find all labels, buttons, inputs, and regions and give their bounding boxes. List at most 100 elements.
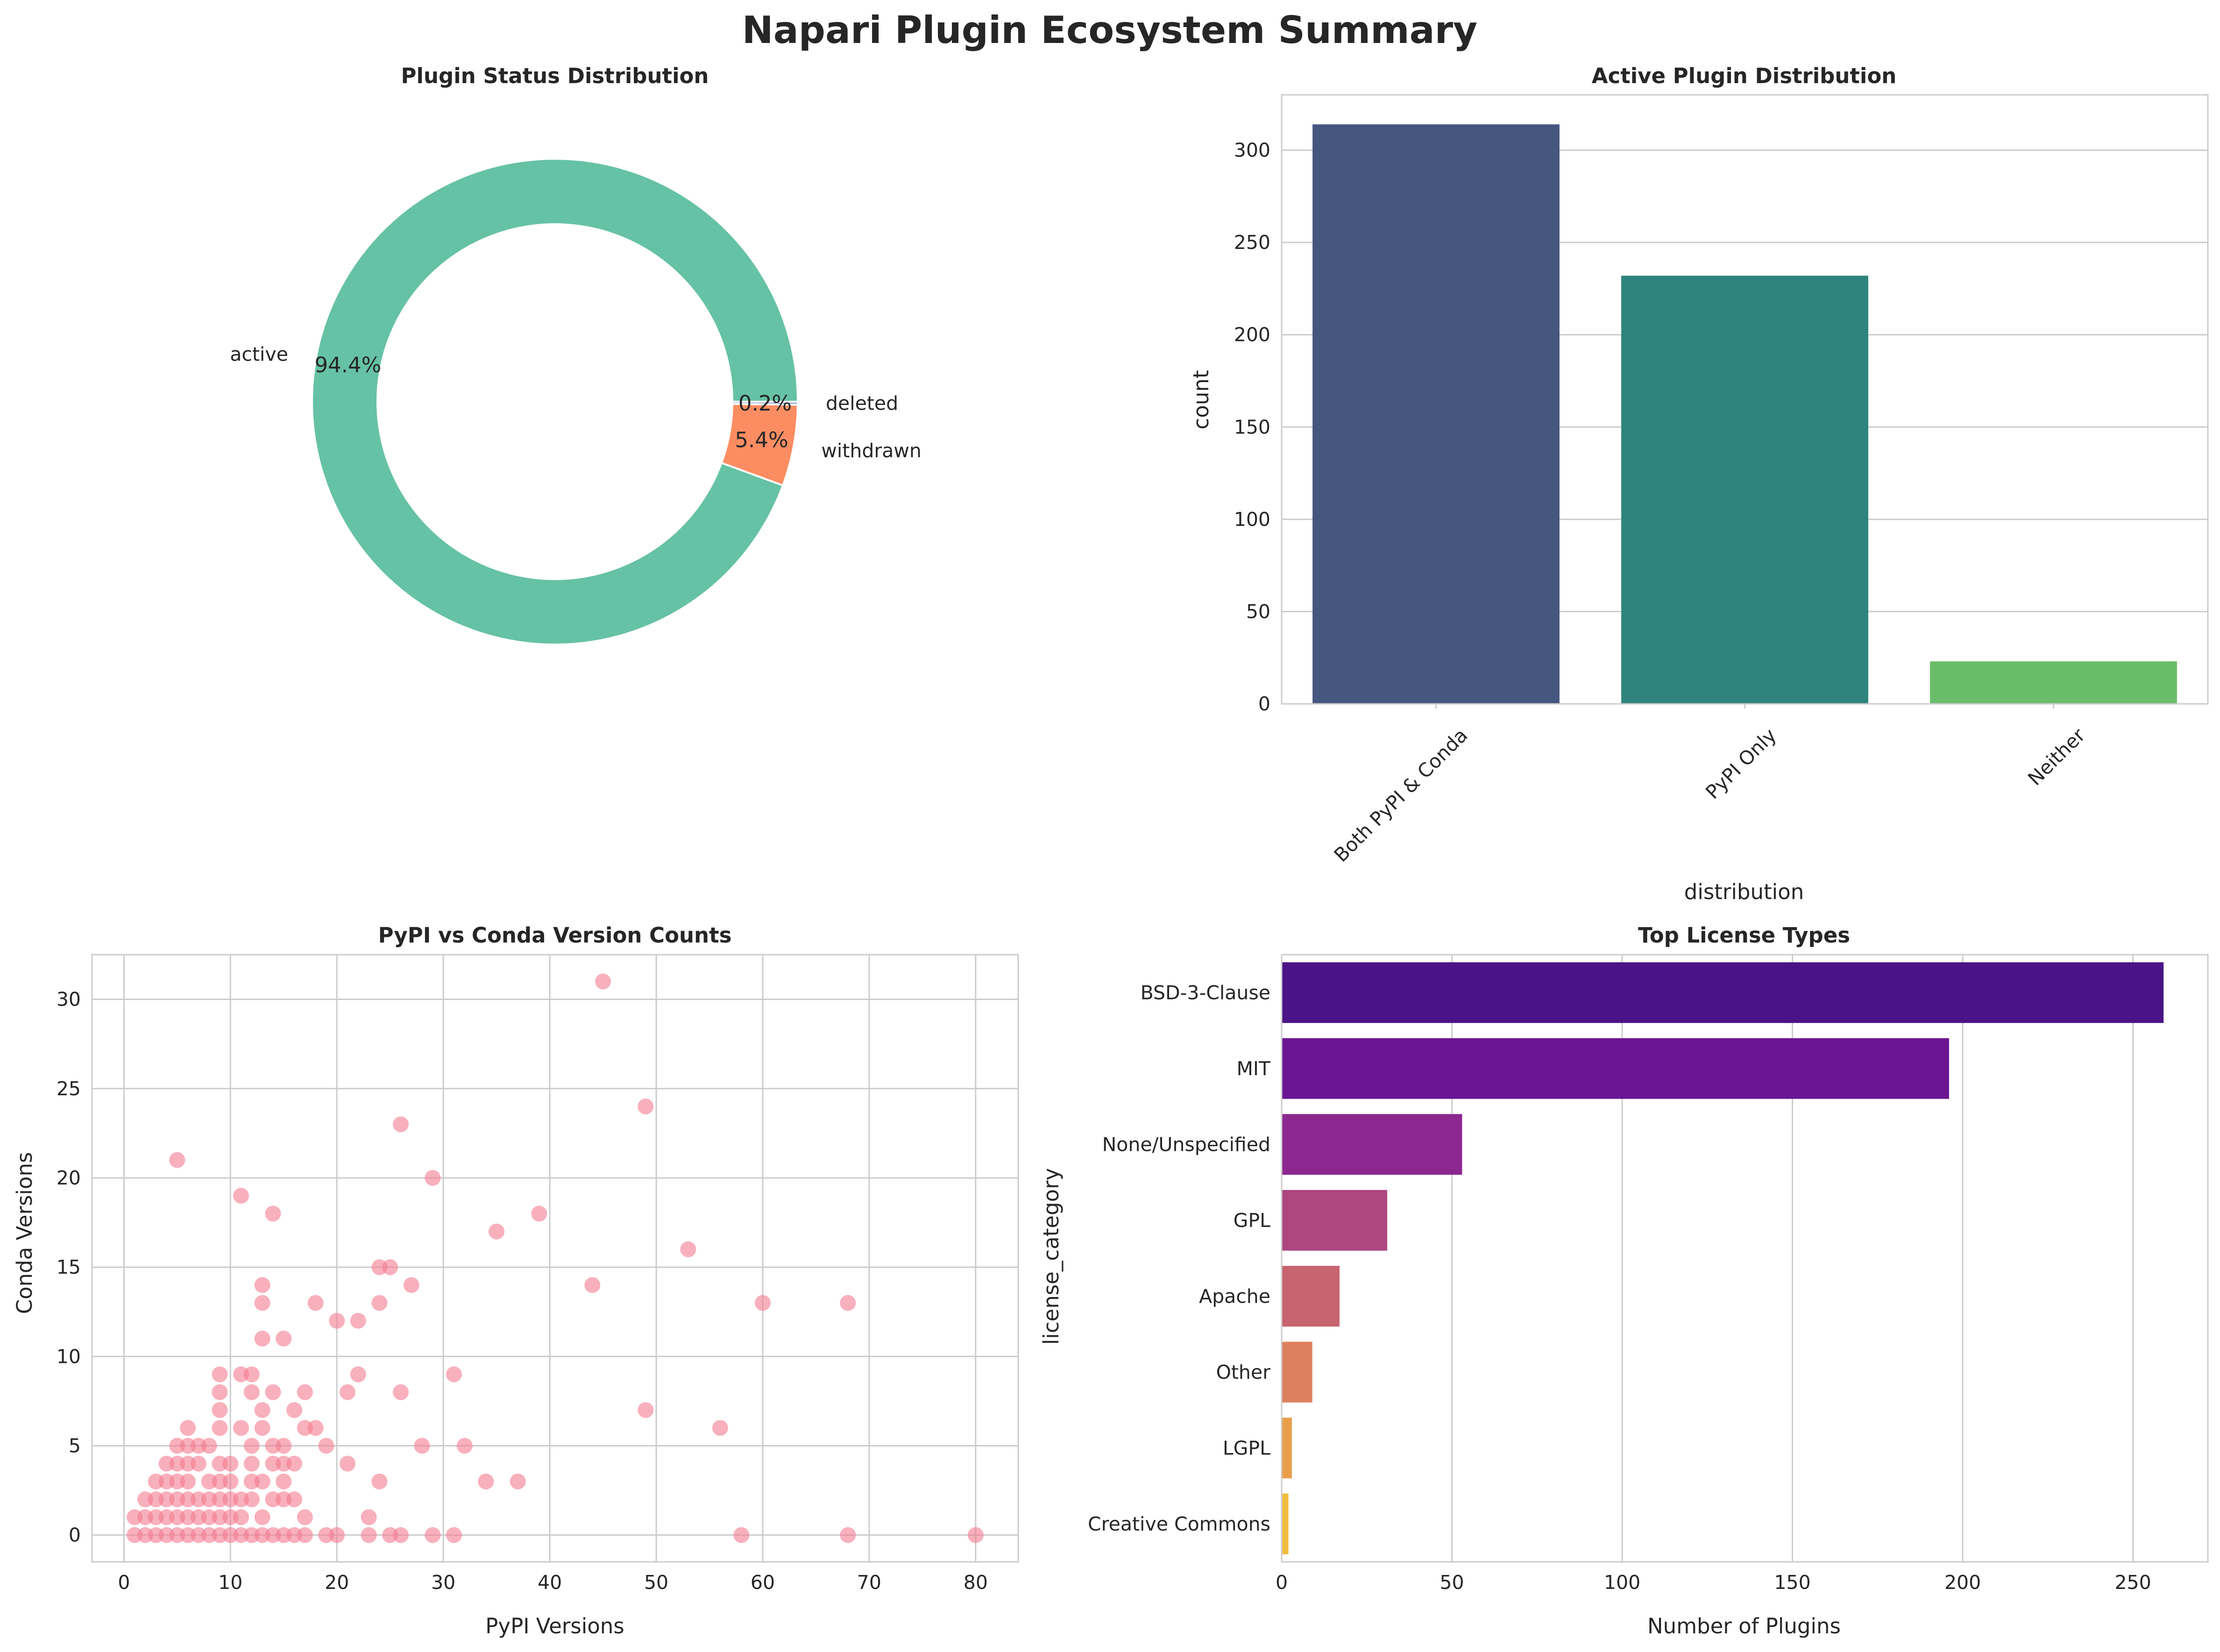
license-x-axis-label: Number of Plugins — [1647, 1614, 1841, 1638]
distribution-y-tick-label: 300 — [1234, 139, 1270, 162]
version-scatter-plot: PyPI vs Conda Version Counts PyPI Versio… — [12, 923, 1019, 1638]
scatter-point — [254, 1277, 270, 1293]
scatter-point — [212, 1420, 228, 1436]
distribution-chart-title: Active Plugin Distribution — [1592, 64, 1897, 88]
scatter-y-tick-label: 5 — [69, 1434, 81, 1457]
distribution-plot-frame — [1281, 94, 2209, 705]
donut-label-active: active — [230, 343, 288, 365]
scatter-point — [254, 1473, 270, 1489]
scatter-point — [446, 1527, 462, 1543]
scatter-point — [276, 1331, 292, 1347]
scatter-y-axis-label: Conda Versions — [12, 1152, 37, 1314]
scatter-point — [243, 1384, 260, 1400]
scatter-point — [286, 1491, 303, 1508]
scatter-point — [967, 1527, 984, 1543]
scatter-point — [286, 1455, 303, 1472]
scatter-point — [361, 1527, 377, 1543]
scatter-point — [489, 1223, 505, 1240]
scatter-point — [531, 1205, 547, 1222]
scatter-x-tick-label: 0 — [118, 1571, 130, 1594]
scatter-point — [393, 1116, 409, 1133]
scatter-y-tick-label: 20 — [57, 1167, 81, 1189]
distribution-bar — [1930, 661, 2177, 704]
license-bar — [1282, 1418, 1292, 1479]
scatter-point — [222, 1455, 239, 1472]
license-chart-title: Top License Types — [1638, 923, 1850, 948]
scatter-y-tick-label: 30 — [57, 988, 81, 1011]
scatter-point — [254, 1509, 270, 1525]
scatter-x-tick-label: 80 — [964, 1571, 988, 1594]
scatter-x-tick-label: 10 — [218, 1571, 242, 1594]
figure-title: Napari Plugin Ecosystem Summary — [742, 8, 1477, 52]
scatter-point — [265, 1384, 281, 1400]
scatter-point — [222, 1473, 239, 1489]
scatter-plot-frame — [91, 954, 1019, 1563]
scatter-point — [243, 1491, 260, 1508]
scatter-point — [318, 1438, 334, 1454]
status-donut-chart: Plugin Status Distribution active 94.4% wi… — [230, 64, 922, 645]
scatter-point — [456, 1438, 473, 1454]
license-bar — [1282, 1114, 1462, 1175]
license-x-tick-label: 50 — [1440, 1571, 1464, 1594]
distribution-bar-chart: Active Plugin Distribution distribution … — [1189, 64, 2209, 904]
scatter-point — [393, 1384, 409, 1400]
distribution-bar — [1312, 124, 1560, 704]
scatter-point — [329, 1312, 345, 1329]
scatter-point — [733, 1527, 750, 1543]
scatter-point — [478, 1473, 494, 1489]
scatter-y-tick-label: 10 — [57, 1345, 81, 1368]
license-y-tick-label: MIT — [1236, 1057, 1270, 1080]
scatter-x-tick-label: 70 — [857, 1571, 881, 1594]
distribution-bar — [1621, 276, 1868, 704]
donut-slice-active — [311, 158, 799, 645]
license-y-tick-label: None/Unspecified — [1102, 1133, 1270, 1156]
donut-percent-active: 94.4% — [314, 353, 381, 377]
scatter-point — [233, 1420, 249, 1436]
distribution-x-tick-label: PyPI Only — [1701, 724, 1780, 803]
scatter-point — [638, 1099, 654, 1114]
scatter-point — [233, 1509, 249, 1525]
scatter-point — [233, 1188, 249, 1204]
scatter-x-tick-label: 20 — [325, 1571, 349, 1594]
scatter-point — [297, 1384, 313, 1400]
license-bar — [1282, 1266, 1340, 1327]
license-y-tick-label: BSD-3-Clause — [1141, 981, 1270, 1004]
scatter-point — [212, 1366, 228, 1383]
scatter-y-tick-label: 15 — [57, 1256, 81, 1278]
distribution-y-tick-label: 100 — [1234, 508, 1270, 531]
scatter-x-tick-label: 40 — [538, 1571, 562, 1594]
scatter-point — [510, 1473, 526, 1489]
scatter-point — [212, 1384, 228, 1400]
scatter-point — [243, 1438, 260, 1454]
distribution-x-tick-label: Neither — [2024, 724, 2090, 790]
scatter-point — [276, 1438, 292, 1454]
scatter-title: PyPI vs Conda Version Counts — [378, 923, 732, 948]
scatter-point — [712, 1420, 728, 1436]
scatter-point — [201, 1438, 217, 1454]
scatter-point — [638, 1402, 654, 1418]
license-bar — [1282, 1493, 1289, 1554]
distribution-y-axis-label: count — [1189, 370, 1213, 430]
scatter-point — [243, 1455, 260, 1472]
license-y-tick-label: Creative Commons — [1088, 1513, 1270, 1535]
distribution-y-tick-label: 50 — [1246, 600, 1270, 623]
scatter-point — [190, 1455, 206, 1472]
scatter-x-tick-label: 60 — [751, 1571, 775, 1594]
license-y-tick-label: Apache — [1199, 1285, 1270, 1307]
license-bar-chart: Top License Types Number of Plugins lice… — [1039, 923, 2209, 1638]
scatter-y-tick-label: 25 — [57, 1078, 81, 1100]
license-bar — [1282, 1341, 1312, 1403]
scatter-point — [297, 1527, 313, 1543]
scatter-point — [403, 1277, 419, 1293]
scatter-point — [243, 1366, 260, 1383]
scatter-point — [414, 1438, 430, 1454]
license-x-tick-label: 150 — [1774, 1571, 1810, 1594]
distribution-x-tick-label: Both PyPI & Conda — [1330, 724, 1472, 866]
donut-slice-deleted — [731, 401, 799, 406]
license-bar — [1282, 1190, 1388, 1251]
scatter-point — [393, 1527, 409, 1543]
scatter-point — [254, 1295, 270, 1311]
scatter-point — [361, 1509, 377, 1525]
scatter-point — [840, 1527, 856, 1543]
